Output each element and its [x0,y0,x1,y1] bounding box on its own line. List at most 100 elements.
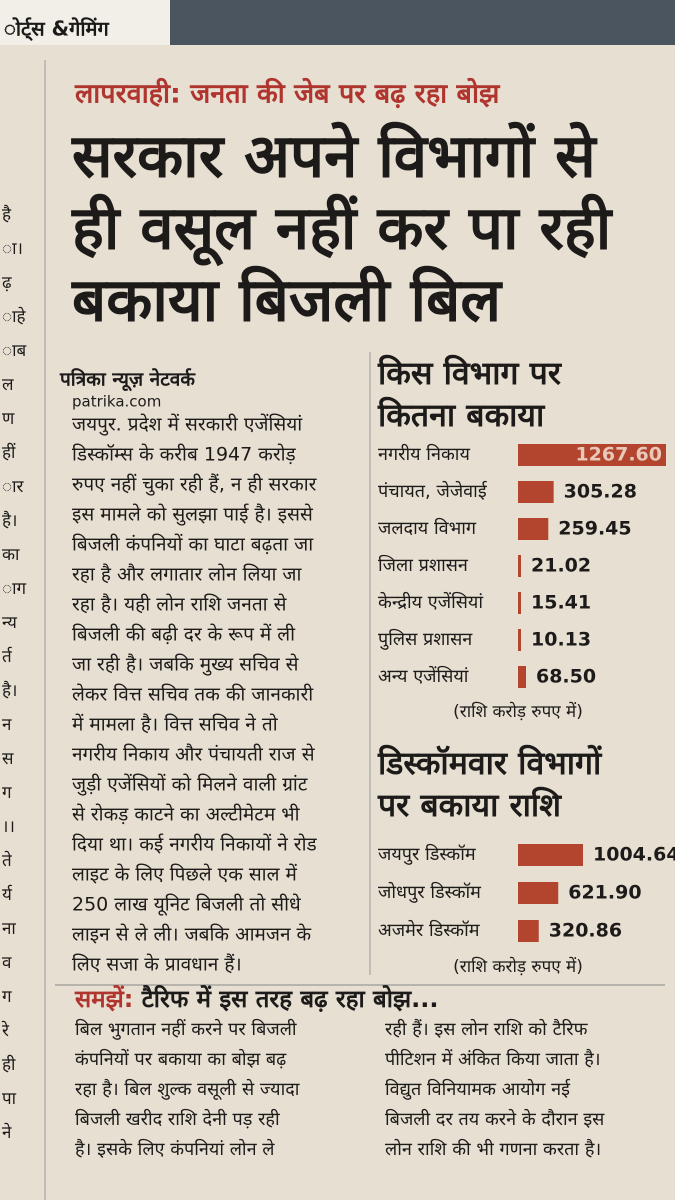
margin-fragment: ाब [2,341,27,361]
body-line: नगरीय निकाय और पंचायती राज से [72,743,316,766]
margin-fragment: ने [2,1122,12,1143]
category-label: जयपुर डिस्कॉम [378,843,477,865]
website: patrika.com [72,393,161,411]
value-label: 305.28 [564,481,637,503]
margin-fragment: ार [2,477,25,497]
value-label: 10.13 [531,629,591,651]
bar [518,518,549,540]
margin-fragment: हीं [2,442,16,463]
body-line: रहा है और लगातार लोन लिया जा [72,563,303,586]
chart-title: पर बकाया राशि [377,786,562,824]
headline-line: सरकार अपने विभागों से [71,122,598,192]
category-label: अजमेर डिस्कॉम [378,919,481,941]
margin-fragment: ल [2,375,14,395]
margin-fragment: है। [2,680,17,701]
explainer-line: बिल भुगतान नहीं करने पर बिजली [75,1018,297,1040]
chart-title: डिस्कॉमवार विभागों [377,744,603,782]
kicker: लापरवाही: जनता की जेब पर बढ़ रहा बोझ [74,78,501,110]
value-label: 259.45 [558,518,631,540]
margin-fragment: ते [2,850,12,871]
margin-fragment: ाग [2,579,27,599]
unit-note: (राशि करोड़ रुपए में) [453,701,583,722]
bar [518,629,521,651]
margin-fragment: ण [2,409,15,429]
margin-fragment: न [2,715,12,735]
body-line: लाइन से ले ली। जबकि आमजन के [72,923,312,946]
body-line: रुपए नहीं चुका रही हैं, न ही सरकार [72,473,318,497]
margin-fragment: ।। [2,817,15,837]
chart-title: कितना बकाया [377,396,546,434]
body-line: दिया था। कई नगरीय निकायों ने रोड [72,833,317,856]
body-line: डिस्कॉम्स के करीब 1947 करोड़ [72,443,297,466]
body-line: इस मामले को सुलझा पाई है। इससे [72,503,314,527]
bar [518,882,559,904]
body-line: जा रही है। जबकि मुख्य सचिव से [72,653,300,677]
margin-fragment: ही [2,1054,16,1075]
category-label: जिला प्रशासन [378,554,469,576]
explainer-label: समझें: [74,985,133,1013]
explainer-line: कंपनियों पर बकाया का बोझ बढ़ [75,1048,287,1070]
byline: पत्रिका न्यूज़ नेटवर्क [59,368,196,392]
bar [518,844,583,866]
bar [518,920,539,942]
unit-note: (राशि करोड़ रुपए में) [453,956,583,977]
body-line: रहा है। यही लोन राशि जनता से [72,593,288,616]
value-label: 320.86 [549,920,622,942]
explainer-line: पीटिशन में अंकित किया जाता है। [385,1048,601,1070]
explainer-line: है। इसके लिए कंपनियां लोन ले [75,1138,275,1160]
value-label: 1267.60 [575,444,662,466]
margin-fragment: व [2,953,12,973]
value-label: 1004.64 [593,844,675,866]
explainer-title: टैरिफ में इस तरह बढ़ रहा बोझ... [141,985,439,1013]
category-label: केन्द्रीय एजेंसियां [378,591,483,613]
explainer-line: रही हैं। इस लोन राशि को टैरिफ [385,1018,589,1040]
value-label: 15.41 [531,592,591,614]
category-label: नगरीय निकाय [378,443,470,465]
explainer-line: विद्युत विनियामक आयोग नई [385,1078,571,1100]
margin-fragment: है। [2,510,17,531]
body-line: से रोकड़ काटने का अल्टीमेटम भी [72,803,301,826]
body-line: 250 लाख यूनिट बिजली तो सीधे [72,893,301,917]
margin-fragment: न्य [2,613,18,633]
value-label: 21.02 [531,555,591,577]
margin-fragment: रे [1,1020,10,1041]
value-label: 68.50 [536,666,596,688]
margin-fragment: ना [2,919,16,939]
body-line: लेकर वित्त सचिव तक की जानकारी [72,683,314,706]
category-label: अन्य एजेंसियां [378,665,469,687]
margin-fragment: ग [2,987,12,1007]
explainer-line: रहा है। बिल शुल्क वसूली से ज्यादा [75,1078,300,1100]
body-line: में मामला है। वित्त सचिव ने तो [72,713,279,736]
margin-fragment: ा। [2,239,23,259]
headline-line: बकाया बिजली बिल [71,266,503,336]
bar [518,444,666,466]
explainer-heading: समझें: टैरिफ में इस तरह बढ़ रहा बोझ... [74,985,438,1013]
bar [518,592,521,614]
body-line: जयपुर. प्रदेश में सरकारी एजेंसियां [72,413,303,437]
section-tab [0,0,170,45]
margin-fragment: र्य [2,884,13,905]
body-line: लिए सजा के प्रावधान हैं। [72,953,242,976]
category-label: पुलिस प्रशासन [378,628,473,650]
margin-fragment: र्त [2,646,13,667]
margin-fragment: स [2,749,14,769]
body-line: बिजली कंपनियों का घाटा बढ़ता जा [72,533,314,556]
bar [518,481,554,503]
margin-fragment: ाहे [2,306,27,327]
explainer-line: लोन राशि की भी गणना करता है। [385,1138,601,1160]
bar [518,666,526,688]
bar [518,555,521,577]
explainer-line: बिजली खरीद राशि देनी पड़ रही [75,1108,280,1130]
category-label: पंचायत, जेजेवाई [378,480,488,502]
margin-fragment: ग [2,783,12,803]
category-label: जोधपुर डिस्कॉम [378,881,482,903]
body-line: जुड़ी एजेंसियों को मिलने वाली ग्रांट [72,773,308,797]
headline-line: ही वसूल नहीं कर पा रही [71,194,614,267]
section-tag: ोर्ट्स &गेमिंग [4,17,109,42]
category-label: जलदाय विभाग [378,517,477,539]
margin-fragment: का [2,545,20,565]
margin-fragment: पा [2,1089,17,1109]
margin-fragment: है [2,204,12,225]
